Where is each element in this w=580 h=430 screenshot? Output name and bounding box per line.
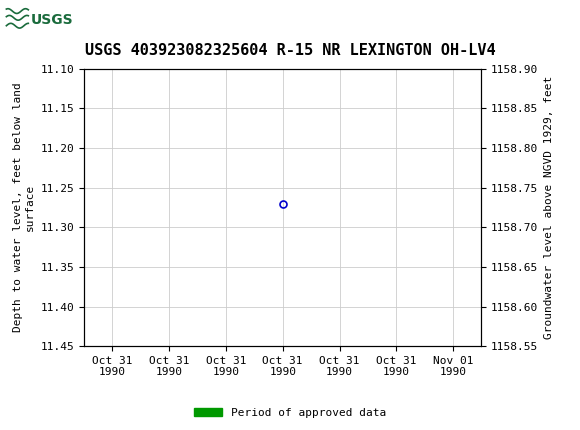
FancyBboxPatch shape	[5, 3, 54, 36]
Legend: Period of approved data: Period of approved data	[190, 403, 390, 422]
Text: USGS 403923082325604 R-15 NR LEXINGTON OH-LV4: USGS 403923082325604 R-15 NR LEXINGTON O…	[85, 43, 495, 58]
Text: USGS: USGS	[30, 13, 73, 27]
Y-axis label: Groundwater level above NGVD 1929, feet: Groundwater level above NGVD 1929, feet	[544, 76, 554, 339]
Y-axis label: Depth to water level, feet below land
surface: Depth to water level, feet below land su…	[13, 83, 35, 332]
